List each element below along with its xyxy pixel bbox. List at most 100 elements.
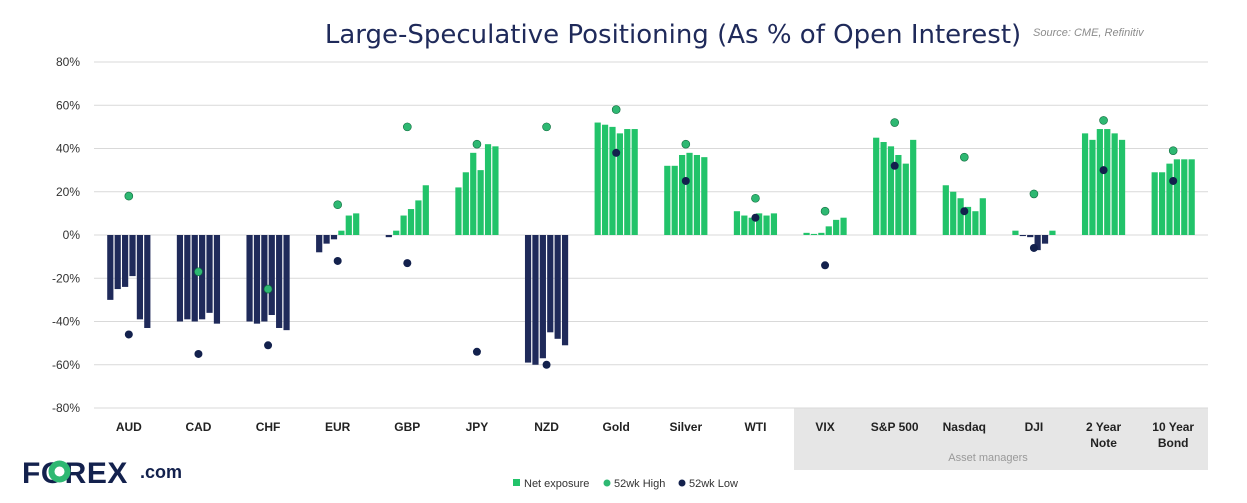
x-tick-label: 2 Year Note <box>1086 420 1121 450</box>
high-52wk-marker <box>960 152 969 162</box>
low-52wk-marker <box>194 349 203 358</box>
net-exposure-bar <box>1188 159 1195 235</box>
net-exposure-bar <box>1034 235 1041 251</box>
net-exposure-bar <box>825 226 832 235</box>
net-exposure-bar <box>840 217 847 235</box>
net-exposure-bar <box>1041 235 1049 244</box>
gridlines <box>94 61 1208 409</box>
net-exposure-bar <box>462 172 469 235</box>
net-exposure-bar <box>199 235 206 320</box>
net-exposure-bar <box>910 139 917 235</box>
low-52wk-marker <box>124 330 133 339</box>
net-exposure-bar <box>1019 235 1026 237</box>
net-exposure-bar <box>818 232 825 235</box>
net-exposure-bar <box>191 235 198 322</box>
low-52wk-marker <box>681 176 690 185</box>
net-exposure-bar <box>733 211 741 235</box>
high-52wk-marker <box>472 139 482 149</box>
asset-managers-label: Asset managers <box>948 452 1028 464</box>
high-52wk-marker <box>1168 146 1178 155</box>
net-exposure-bar <box>895 154 902 235</box>
high-52wk-marker <box>403 122 412 132</box>
net-exposure-bar <box>206 235 213 313</box>
low-52wk-marker <box>472 347 481 356</box>
high-52wk-marker <box>333 200 342 210</box>
net-exposure-bar <box>756 213 763 235</box>
net-exposure-bar <box>1118 139 1126 235</box>
net-exposure-bar <box>810 233 818 235</box>
high-52wk-marker <box>890 118 899 127</box>
legend: Net exposure 52wk High 52wk Low <box>513 478 738 490</box>
net-exposure-bar <box>330 235 338 240</box>
y-axis-ticks: 80% 60% 40% 20% 0% -20% -40% -60% -80% <box>52 55 80 415</box>
x-tick-label: Gold <box>603 420 630 434</box>
net-exposure-bar <box>880 142 887 235</box>
net-exposure-bar <box>547 235 554 333</box>
net-exposure-bar <box>631 129 638 235</box>
low-52wk-marker <box>1169 176 1178 185</box>
x-tick-label: CAD <box>185 420 211 434</box>
low-52wk-marker <box>612 148 621 157</box>
high-52wk-marker <box>542 122 551 132</box>
chart-source: Source: CME, Refinitiv <box>1033 27 1145 39</box>
net-exposure-bar <box>1104 129 1111 235</box>
net-exposure-bar <box>455 187 462 235</box>
net-exposure-bar <box>1027 235 1034 238</box>
low-52wk-marker <box>890 161 899 170</box>
high-52wk-marker <box>820 206 830 216</box>
legend-52wk-high-swatch <box>603 479 611 487</box>
net-exposure-bar <box>601 124 609 235</box>
net-exposure-bar <box>213 235 221 324</box>
net-exposure-bar <box>532 235 539 365</box>
net-exposure-bar <box>176 235 184 322</box>
low-52wk-marker <box>264 341 273 350</box>
asset-managers-band <box>794 408 1208 470</box>
net-exposure-bar <box>484 144 492 235</box>
net-exposure-bar <box>400 215 407 235</box>
high-52wk-marker <box>1029 189 1039 199</box>
net-exposure-bar <box>492 146 499 235</box>
net-exposure-bar <box>964 206 972 235</box>
net-exposure-bar <box>1151 172 1158 235</box>
net-exposure-bar <box>741 215 748 235</box>
y-tick-label: 40% <box>56 142 80 156</box>
high-52wk-marker <box>751 193 760 203</box>
logo-o-hole-icon <box>54 466 65 477</box>
x-tick-label: WTI <box>744 420 766 434</box>
net-exposure-bar <box>1012 230 1019 235</box>
net-exposure-bar <box>554 235 561 339</box>
y-tick-label: 0% <box>63 228 81 242</box>
net-exposure-bar <box>748 217 755 235</box>
low-52wk-marker <box>821 261 830 270</box>
net-exposure-bar <box>833 219 840 235</box>
net-exposure-bar <box>393 230 400 235</box>
x-tick-label: JPY <box>466 420 489 434</box>
bars-layer <box>107 122 1195 365</box>
net-exposure-bar <box>1158 172 1166 235</box>
low-52wk-marker <box>542 360 551 369</box>
x-tick-label: AUD <box>116 420 142 434</box>
net-exposure-bar <box>803 232 810 235</box>
net-exposure-bar <box>283 235 290 331</box>
net-exposure-bar <box>338 230 345 235</box>
net-exposure-bar <box>594 122 601 235</box>
x-tick-label: VIX <box>815 420 834 434</box>
net-exposure-bar <box>1181 159 1188 235</box>
low-52wk-marker <box>960 207 969 216</box>
net-exposure-bar <box>693 154 701 235</box>
y-tick-label: 60% <box>56 98 80 112</box>
net-exposure-bar <box>253 235 261 324</box>
forex-logo: FOREX .com <box>22 457 182 490</box>
net-exposure-bar <box>664 165 671 235</box>
net-exposure-bar <box>539 235 546 359</box>
net-exposure-bar <box>701 157 708 235</box>
net-exposure-bar <box>679 154 686 235</box>
y-tick-label: -80% <box>52 401 80 415</box>
net-exposure-bar <box>184 235 191 320</box>
low-52wk-marker <box>1029 243 1038 252</box>
net-exposure-bar <box>624 129 631 235</box>
x-tick-label: NZD <box>534 420 559 434</box>
legend-net-exposure-label: Net exposure <box>524 478 589 490</box>
net-exposure-bar <box>942 185 949 235</box>
net-exposure-bar <box>122 235 129 287</box>
